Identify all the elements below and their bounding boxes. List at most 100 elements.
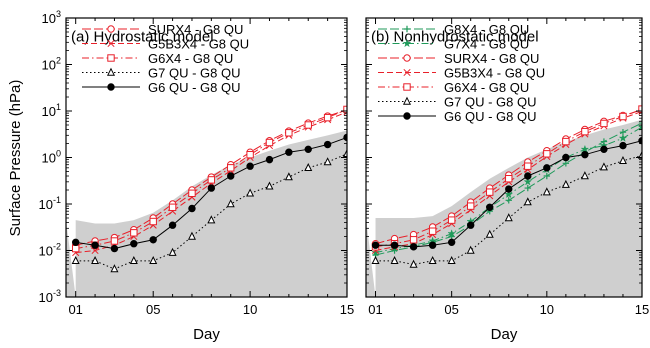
data-point [523,197,532,206]
data-point [91,255,100,265]
data-point [188,204,196,213]
data-point [188,189,196,197]
y-tick-label: 103 [42,9,61,26]
series-2 [71,105,347,253]
data-point [581,127,589,136]
data-point [504,213,513,222]
legend-marker [403,54,411,62]
y-tick-label: 10-1 [39,195,61,212]
data-point [207,184,216,192]
data-point [581,150,589,159]
data-point [390,241,399,249]
data-point [285,129,293,137]
legend-entry: G7X4 - G8 QU [378,37,529,52]
data-point [246,162,254,170]
data-point [130,229,138,237]
shaded-envelope [66,130,347,297]
data-point [486,203,494,211]
data-point [265,138,274,147]
data-point [187,231,196,240]
data-point [304,145,312,154]
data-point [505,185,513,193]
data-point [227,172,235,180]
x-tick-label: 05 [146,302,160,317]
data-point [285,148,293,156]
data-point [129,255,138,265]
y-tick-label: 100 [42,149,61,166]
legend-entry: G6 QU - G8 QU [82,80,240,95]
panel-title: (b) Nonhydrostatic model [371,28,539,45]
x-tick-label: 01 [368,302,382,317]
x-axis-title: Day [193,326,220,343]
data-point [543,164,551,172]
legend-label: G6X4 - G8 QU [444,80,529,95]
data-point [600,145,608,154]
data-point [599,162,608,171]
legend-marker [403,112,411,120]
data-point [447,229,457,238]
series-4 [71,133,347,253]
legend-label: G8X4 - G8 QU [444,22,529,37]
data-point [637,150,642,159]
data-point [485,229,494,238]
data-point [130,240,138,248]
data-point [428,255,437,265]
x-tick-label: 15 [340,302,354,317]
legend-marker [107,54,115,62]
data-point [428,227,437,235]
data-point [543,150,551,158]
data-point [390,255,399,265]
data-point [523,177,533,186]
series-line [375,110,642,251]
legend-entry: G7 QU - G8 QU [82,66,240,81]
data-point [323,113,332,122]
legend-label: G7X4 - G8 QU [444,37,529,52]
data-point [371,255,380,265]
data-point [91,241,99,249]
data-point [304,162,313,172]
data-point [284,172,293,181]
data-point [486,188,494,196]
data-point [71,244,80,253]
data-point [71,255,80,265]
data-point [304,121,312,129]
legend-entry: SURX4 - G8 QU [378,51,539,66]
y-tick-label: 101 [42,102,61,119]
data-point [580,171,589,180]
legend-marker [403,68,411,77]
data-point [246,150,254,159]
legend-marker [402,38,412,48]
data-point [561,179,570,188]
series-line [75,109,347,246]
legend-entry: G5B3X4 - G8 QU [82,37,249,52]
x-tick-label: 10 [540,302,554,317]
y-tick-label: 102 [42,56,61,73]
data-point [524,184,531,192]
data-point [149,236,157,244]
data-point [447,255,456,265]
data-point [542,187,551,196]
data-point [71,238,80,247]
legend-label: SURX4 - G8 QU [444,51,539,66]
y-tick-label: 10-2 [39,242,61,259]
legend-label: G6X4 - G8 QU [148,51,233,66]
data-point [149,255,158,265]
data-point [265,155,274,164]
x-tick-label: 15 [635,302,649,317]
data-point [524,172,532,180]
legend-label: G6 QU - G8 QU [148,80,240,95]
legend-marker [402,96,412,105]
panel-hydrostatic: 10-3 10-2 10-1 100 101 102 103 01 05 10 15 Day (a) H… [39,9,355,343]
data-point [168,221,177,229]
shaded-envelope [366,119,642,297]
data-point [619,141,627,150]
data-point [618,155,627,164]
legend-label: G7 QU - G8 QU [148,66,240,81]
data-point [466,202,475,210]
legend-entry: G5B3X4 - G8 QU [378,66,545,81]
y-tick-label: 10-3 [39,288,61,305]
data-point [637,122,642,131]
legend-marker [107,39,115,48]
